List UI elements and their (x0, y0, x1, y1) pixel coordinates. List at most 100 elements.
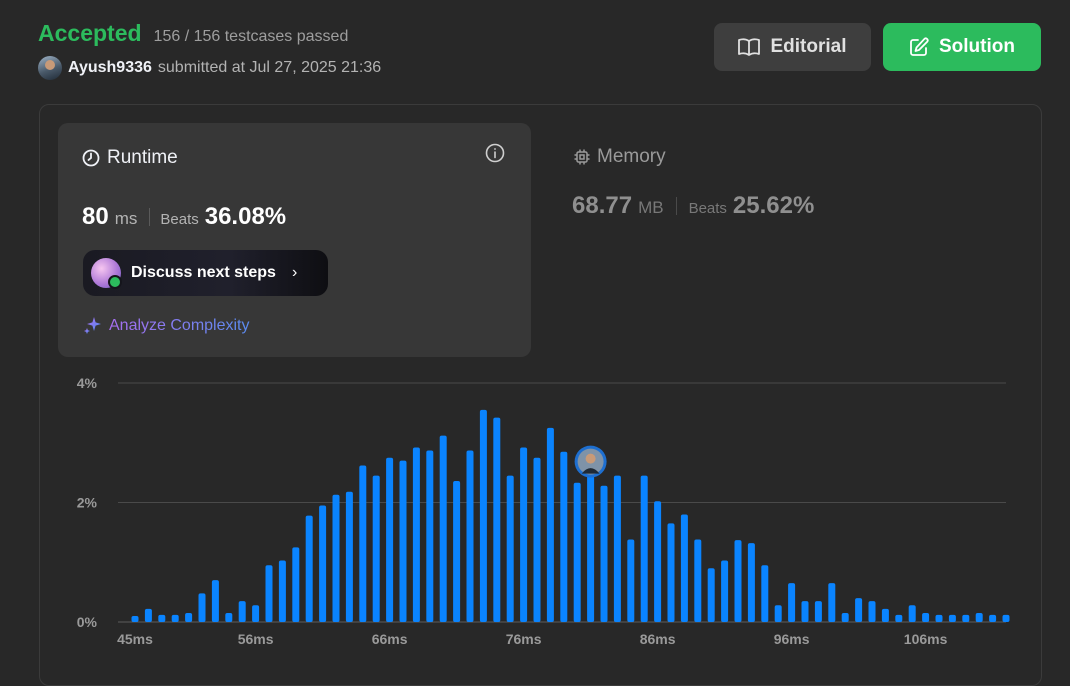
x-tick-label: 76ms (506, 631, 542, 647)
chart-bar[interactable] (922, 613, 930, 622)
edit-icon (910, 37, 929, 56)
sparkle-icon (84, 317, 101, 334)
chart-bar[interactable] (600, 485, 608, 622)
chart-bar[interactable] (654, 501, 662, 622)
chart-bar[interactable] (305, 515, 313, 622)
chart-bar[interactable] (587, 475, 595, 622)
solution-button[interactable]: Solution (883, 23, 1041, 71)
chart-bar[interactable] (292, 547, 300, 622)
chart-bar[interactable] (814, 601, 822, 622)
editorial-label: Editorial (770, 36, 847, 57)
chart-bar[interactable] (881, 608, 889, 622)
chart-bar[interactable] (144, 608, 152, 622)
chart-bar[interactable] (211, 580, 219, 622)
chart-bar[interactable] (546, 427, 554, 622)
x-tick-label: 96ms (774, 631, 810, 647)
chart-bar[interactable] (426, 450, 434, 622)
analyze-label: Analyze Complexity (109, 317, 250, 334)
divider (149, 208, 151, 226)
runtime-unit: ms (114, 209, 138, 228)
chart-bar[interactable] (466, 450, 474, 622)
chart-bar[interactable] (278, 560, 286, 622)
editorial-button[interactable]: Editorial (714, 23, 871, 71)
chart-bar[interactable] (975, 613, 983, 622)
chart-bar[interactable] (158, 614, 166, 622)
chart-bar[interactable] (386, 457, 394, 622)
chart-bar[interactable] (694, 539, 702, 622)
memory-title: Memory (597, 146, 666, 167)
chart-bar[interactable] (520, 447, 528, 622)
chart-bar[interactable] (453, 480, 461, 622)
accepted-label: Accepted (38, 20, 142, 46)
chart-bar[interactable] (198, 593, 206, 622)
chart-bar[interactable] (895, 614, 903, 622)
chart-bar[interactable] (479, 409, 487, 622)
memory-value: 68.77 (572, 192, 633, 219)
chart-bar[interactable] (573, 482, 581, 622)
chart-bar[interactable] (359, 465, 367, 622)
discuss-next-steps-button[interactable]: Discuss next steps › (83, 250, 328, 296)
runtime-card[interactable]: Runtime 80 ms Beats 36.08% Discuss next … (58, 123, 531, 357)
divider (675, 197, 677, 215)
x-tick-label: 45ms (117, 631, 153, 647)
chart-bar[interactable] (252, 605, 260, 622)
chart-bar[interactable] (506, 475, 514, 622)
chart-bar[interactable] (627, 539, 635, 622)
chart-bar[interactable] (989, 614, 997, 622)
chart-bar[interactable] (131, 616, 139, 622)
username-link[interactable]: Ayush9336 (68, 59, 152, 76)
chart-bar[interactable] (734, 540, 742, 622)
chart-bar[interactable] (774, 605, 782, 622)
memory-header[interactable]: Memory (573, 146, 666, 168)
chart-bar[interactable] (319, 505, 327, 622)
chart-bar[interactable] (667, 523, 675, 622)
chart-bar[interactable] (225, 613, 233, 622)
x-tick-label: 56ms (238, 631, 274, 647)
chart-bar[interactable] (801, 601, 809, 622)
chart-bar[interactable] (493, 417, 501, 622)
marker-avatar-face (585, 453, 596, 464)
y-tick-label: 4% (77, 375, 98, 391)
chart-bar[interactable] (171, 614, 179, 622)
analyze-complexity-link[interactable]: Analyze Complexity (82, 316, 250, 336)
chart-bar[interactable] (640, 475, 648, 622)
chart-bar[interactable] (908, 605, 916, 622)
chart-bar[interactable] (613, 475, 621, 622)
chart-bar[interactable] (560, 451, 568, 622)
submitted-time: submitted at Jul 27, 2025 21:36 (157, 59, 382, 76)
user-avatar[interactable] (38, 56, 62, 80)
runtime-title: Runtime (107, 147, 178, 168)
book-icon (738, 38, 761, 56)
runtime-header: Runtime (82, 147, 178, 169)
chart-bar[interactable] (265, 565, 273, 622)
chart-bar[interactable] (399, 460, 407, 622)
chart-bar[interactable] (1002, 614, 1010, 622)
chart-bar[interactable] (761, 565, 769, 622)
chart-bar[interactable] (962, 614, 970, 622)
chart-bar[interactable] (828, 583, 836, 622)
chart-bar[interactable] (332, 494, 340, 622)
chart-bar[interactable] (788, 583, 796, 622)
chart-bar[interactable] (707, 568, 715, 622)
chart-bar[interactable] (680, 514, 688, 622)
chart-bar[interactable] (439, 435, 447, 622)
chart-bar[interactable] (345, 491, 353, 622)
chart-bar[interactable] (747, 543, 755, 622)
clock-icon (82, 149, 100, 167)
chart-bar[interactable] (412, 447, 420, 622)
chart-bar[interactable] (238, 601, 246, 622)
x-tick-label: 86ms (640, 631, 676, 647)
chart-bar[interactable] (372, 475, 380, 622)
solution-label: Solution (939, 36, 1015, 57)
marker-avatar-body (581, 468, 600, 474)
chart-bar[interactable] (948, 614, 956, 622)
chart-bar[interactable] (935, 614, 943, 622)
runtime-value: 80 (82, 203, 109, 230)
info-icon[interactable] (485, 143, 505, 163)
chart-bar[interactable] (855, 598, 863, 622)
chart-bar[interactable] (533, 457, 541, 622)
chart-bar[interactable] (868, 601, 876, 622)
chart-bar[interactable] (841, 613, 849, 622)
chart-bar[interactable] (185, 613, 193, 622)
chart-bar[interactable] (721, 560, 729, 622)
